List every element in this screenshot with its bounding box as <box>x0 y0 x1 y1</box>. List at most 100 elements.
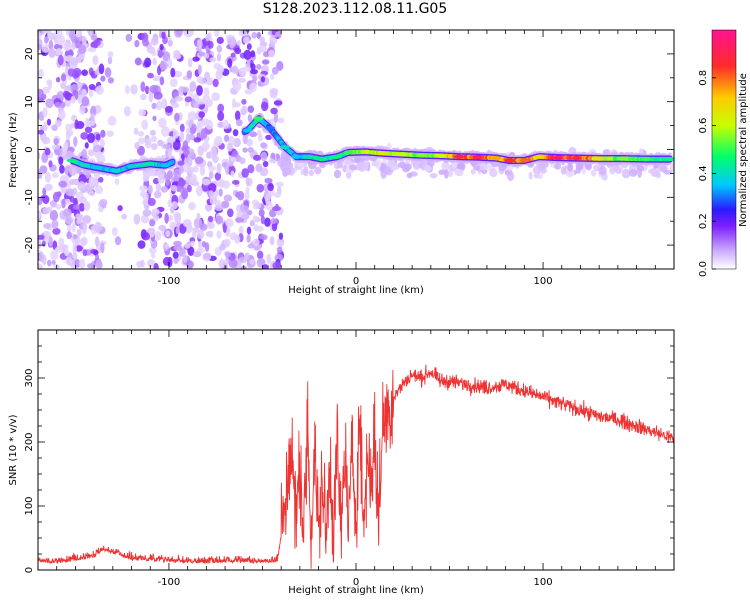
spectrogram-noise-mark <box>100 242 105 254</box>
spectrogram-noise-mark <box>164 212 169 224</box>
spectrogram-noise-mark <box>489 168 498 178</box>
spectrogram-noise-mark <box>158 224 167 231</box>
spectrogram-noise-mark <box>174 96 184 102</box>
spectrogram-ridge-point <box>397 152 408 157</box>
spectrogram-noise-mark <box>235 191 240 198</box>
spectrogram-noise-mark <box>190 240 195 247</box>
spectrogram-noise-mark <box>172 251 179 259</box>
spectrogram-noise-mark <box>216 45 223 53</box>
spectrogram-noise-mark <box>219 244 226 251</box>
spectrogram-noise-mark <box>245 62 251 73</box>
spectrogram-noise-mark <box>247 243 255 249</box>
spectrogram-noise-mark <box>154 190 162 199</box>
spectrogram-noise-mark <box>49 210 59 221</box>
spectrogram-noise-mark <box>153 215 160 222</box>
snr-x-tick-label: 100 <box>534 577 553 588</box>
spectrogram-y-tick-label: 20 <box>24 48 35 61</box>
spectrogram-noise-mark <box>245 186 250 193</box>
spectrogram-ridge-point <box>416 153 427 158</box>
spectrogram-ridge-point <box>317 157 328 162</box>
spectrogram-noise-mark <box>47 206 53 212</box>
spectrogram-noise-mark <box>194 156 204 164</box>
spectrogram-noise-mark <box>196 39 203 49</box>
spectrogram-noise-mark <box>216 53 222 62</box>
snr-y-label: SNR (10 * v/v) <box>8 414 19 485</box>
spectrogram-noise-mark <box>221 200 230 209</box>
spectrogram-noise-mark <box>72 204 80 210</box>
spectrogram-noise-mark <box>498 163 507 171</box>
spectrogram-noise-mark <box>42 107 48 118</box>
spectrogram-noise-mark <box>187 246 195 256</box>
spectrogram-noise-mark <box>63 42 72 51</box>
spectrogram-noise-mark <box>259 234 268 241</box>
spectrogram-noise-mark <box>151 208 160 216</box>
spectrogram-noise-mark <box>276 241 283 247</box>
spectrogram-noise-mark <box>199 165 206 176</box>
spectrogram-noise-mark <box>159 61 168 71</box>
spectrogram-noise-mark <box>654 172 661 179</box>
spectrogram-ridge-point <box>472 155 483 160</box>
spectrogram-noise-mark <box>265 134 272 140</box>
spectrogram-noise-mark <box>187 57 193 68</box>
spectrogram-noise-mark <box>117 205 123 212</box>
spectrogram-y-tick-label: -10 <box>24 189 35 205</box>
spectrogram-noise-mark <box>140 214 150 224</box>
spectrogram-noise-mark <box>155 183 162 192</box>
spectrogram-noise-mark <box>336 162 343 169</box>
spectrogram-noise-mark <box>98 206 104 213</box>
spectrogram-noise-mark <box>454 169 460 176</box>
spectrogram-ridge-point <box>92 165 103 170</box>
spectrogram-noise-mark <box>628 169 638 177</box>
spectrogram-ridge-point <box>553 155 563 160</box>
spectrogram-noise-mark <box>173 240 182 247</box>
spectrogram-noise-mark <box>141 119 149 130</box>
snr-x-tick-label: 0 <box>353 577 359 588</box>
spectrogram-noise-mark <box>114 178 120 185</box>
spectrogram-noise-mark <box>234 234 241 244</box>
spectrogram-noise-mark <box>94 221 103 233</box>
spectrogram-noise-mark <box>41 136 51 145</box>
spectrogram-noise-mark <box>43 121 48 132</box>
spectrogram-noise-mark <box>151 102 157 110</box>
spectrogram-noise-mark <box>276 246 283 253</box>
spectrogram-noise-mark <box>202 252 212 259</box>
spectrogram-noise-mark <box>654 167 662 173</box>
spectrogram-noise-mark <box>222 119 229 130</box>
spectrogram-noise-mark <box>42 187 47 196</box>
spectrogram-noise-mark <box>153 262 159 269</box>
spectrogram-noise-mark <box>38 211 41 218</box>
spectrogram-noise-mark <box>268 158 275 164</box>
spectrogram-noise-mark <box>252 75 258 82</box>
spectrogram-noise-mark <box>71 42 76 51</box>
spectrogram-noise-mark <box>71 222 76 233</box>
spectrogram-noise-mark <box>82 249 88 257</box>
snr-y-tick-label: 100 <box>24 496 35 515</box>
spectrogram-noise-mark <box>178 165 184 174</box>
spectrogram-ridge-point <box>79 163 90 168</box>
spectrogram-noise-mark <box>174 112 180 122</box>
spectrogram-y-tick-label: -20 <box>24 237 35 253</box>
snr-series-line <box>38 364 674 569</box>
spectrogram-noise-mark <box>269 236 275 246</box>
spectrogram-noise-mark <box>190 173 198 185</box>
spectrogram-noise-mark <box>214 136 223 146</box>
spectrogram-ridge-point <box>160 163 171 168</box>
spectrogram-noise-mark <box>406 172 413 179</box>
colorbar-label: Normalized spectral amplitude <box>738 73 749 227</box>
spectrogram-noise-mark <box>81 148 88 159</box>
spectrogram-noise-mark <box>259 36 265 43</box>
spectrogram-ridge-point <box>242 128 253 133</box>
spectrogram-noise-mark <box>157 139 164 147</box>
spectrogram-noise-mark <box>161 31 166 39</box>
spectrogram-noise-mark <box>598 166 607 176</box>
spectrogram-noise-mark <box>180 86 190 93</box>
spectrogram-noise-mark <box>78 202 85 212</box>
spectrogram-noise-mark <box>130 84 138 95</box>
spectrogram-noise-mark <box>134 142 140 150</box>
spectrogram-y-tick-label: 0 <box>24 146 35 152</box>
spectrogram-noise-mark <box>65 257 73 265</box>
snr-marks <box>38 364 674 569</box>
spectrogram-noise-mark <box>54 101 62 108</box>
spectrogram-noise-mark <box>165 175 170 187</box>
